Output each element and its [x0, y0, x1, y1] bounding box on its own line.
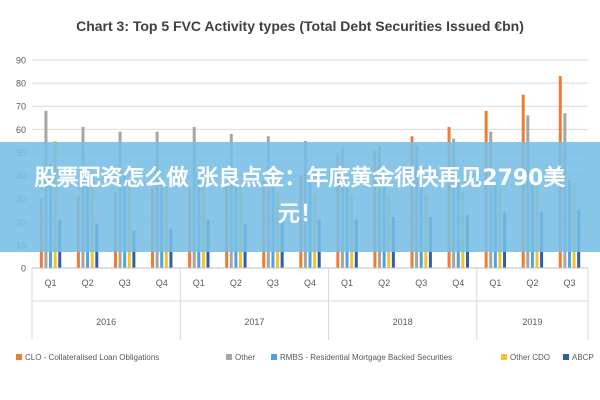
legend-label: Other CDO: [510, 353, 550, 362]
legend: CLO - Collateralised Loan Obligations Oth…: [16, 353, 594, 362]
legend-label: RMBS - Residential Mortgage Backed Secur…: [280, 353, 452, 362]
legend-label: CLO - Collateralised Loan Obligations: [25, 353, 159, 362]
group-label: 2019: [522, 317, 542, 327]
legend-swatch: [16, 354, 22, 360]
x-tick-label: Q2: [82, 278, 94, 288]
legend-swatch: [271, 354, 277, 360]
legend-label: ABCP: [572, 353, 594, 362]
x-tick-label: Q4: [156, 278, 168, 288]
x-tick-label: Q1: [45, 278, 57, 288]
x-tick-label: Q1: [489, 278, 501, 288]
x-tick-label: Q2: [230, 278, 242, 288]
x-tick-label: Q2: [526, 278, 538, 288]
group-label: 2016: [96, 317, 116, 327]
x-tick-label: Q3: [563, 278, 575, 288]
legend-swatch: [563, 354, 569, 360]
x-tick-label: Q3: [267, 278, 279, 288]
x-tick-label: Q4: [304, 278, 316, 288]
y-tick-label: 60: [16, 125, 26, 135]
overlay-banner[interactable]: 股票配资怎么做 张良点金：年底黄金很快再见2790美元！: [0, 142, 600, 252]
group-label: 2018: [393, 317, 413, 327]
group-label: 2017: [244, 317, 264, 327]
legend-swatch: [501, 354, 507, 360]
y-tick-label: 80: [16, 79, 26, 89]
y-tick-label: 0: [21, 264, 26, 274]
y-tick-label: 90: [16, 56, 26, 66]
x-tick-label: Q3: [119, 278, 131, 288]
legend-swatch: [226, 354, 232, 360]
chart-title: Chart 3: Top 5 FVC Activity types (Total…: [76, 18, 524, 34]
legend-label: Other: [235, 353, 255, 362]
x-tick-label: Q1: [193, 278, 205, 288]
y-tick-label: 70: [16, 102, 26, 112]
x-tick-label: Q2: [378, 278, 390, 288]
x-tick-label: Q3: [415, 278, 427, 288]
overlay-banner-text: 股票配资怎么做 张良点金：年底黄金很快再见2790美元！: [34, 166, 566, 227]
x-tick-label: Q4: [452, 278, 464, 288]
x-tick-label: Q1: [341, 278, 353, 288]
